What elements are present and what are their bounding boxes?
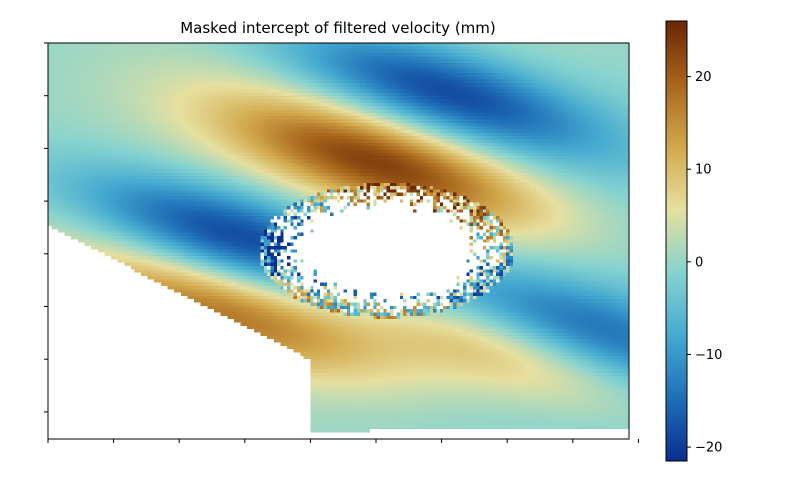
chart-title: Masked intercept of filtered velocity (m… [180, 19, 496, 37]
colorbar-frame [665, 20, 688, 462]
heatmap-image [48, 43, 629, 439]
x-axis-ticks [47, 439, 639, 443]
y-axis-ticks [44, 42, 48, 413]
plot-area [44, 42, 639, 443]
colorbar-gradient [666, 21, 687, 461]
colorbar-ticks: −20 −10 0 10 20 [687, 70, 722, 456]
colorbar-tick-label: −10 [695, 348, 722, 363]
colorbar-tick-label: 20 [695, 70, 712, 85]
colorbar-tick-label: −20 [695, 441, 722, 456]
axes-frame [47, 42, 630, 440]
colorbar: −20 −10 0 10 20 [665, 20, 722, 462]
colorbar-tick-label: 0 [695, 255, 703, 270]
colorbar-tick-label: 10 [695, 163, 712, 178]
